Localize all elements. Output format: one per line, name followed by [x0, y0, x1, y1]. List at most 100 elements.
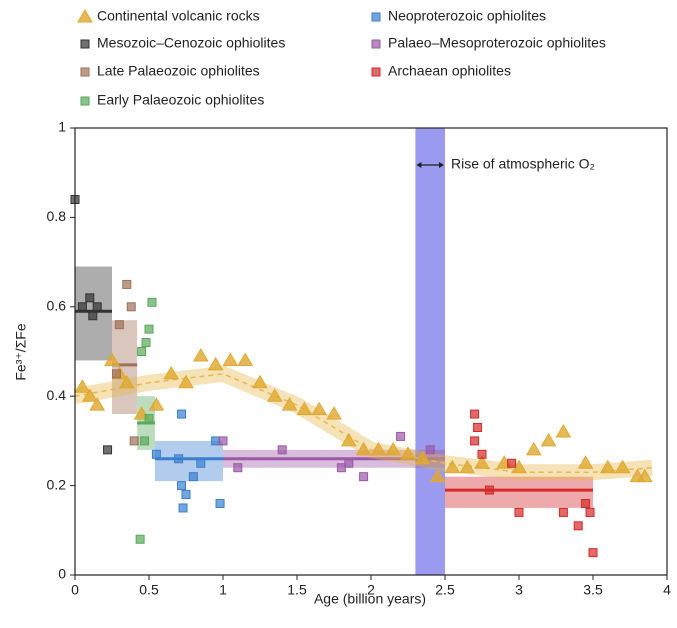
summary-band — [112, 320, 138, 415]
data-point — [296, 401, 313, 416]
legend-marker — [80, 39, 90, 49]
data-point — [92, 302, 102, 312]
x-tick-label: 1.5 — [287, 582, 307, 598]
data-point — [573, 521, 583, 531]
data-point — [74, 379, 91, 393]
data-point — [103, 445, 113, 455]
data-point — [181, 490, 191, 500]
data-point — [85, 293, 95, 303]
x-axis-label: Age (billion years) — [314, 591, 426, 607]
legend-label: Archaean ophiolites — [388, 63, 511, 79]
data-point — [577, 455, 594, 469]
x-tick-label: 2.5 — [435, 582, 455, 598]
data-point — [359, 472, 369, 482]
data-point — [429, 468, 446, 483]
data-point — [77, 302, 87, 312]
data-point — [477, 449, 487, 459]
data-point — [135, 534, 145, 544]
data-point — [507, 458, 517, 468]
data-point — [137, 347, 147, 356]
y-tick-label: 0.4 — [47, 387, 67, 403]
data-point — [281, 397, 298, 411]
legend-marker — [77, 9, 93, 23]
data-point — [525, 441, 542, 456]
data-point — [114, 320, 124, 330]
data-point — [514, 507, 524, 517]
data-point — [484, 485, 494, 495]
y-tick-label: 0.8 — [47, 208, 67, 224]
data-point — [192, 347, 209, 362]
data-point — [215, 498, 225, 508]
data-point — [344, 458, 354, 468]
data-point — [414, 450, 431, 465]
data-point — [311, 401, 328, 416]
data-point — [473, 422, 483, 432]
x-tick-label: 3.5 — [583, 582, 603, 598]
x-tick-label: 3 — [515, 582, 523, 598]
legend-label: Early Palaeozoic ophiolites — [97, 92, 264, 108]
legend-marker — [80, 67, 90, 77]
y-tick-label: 0 — [58, 566, 66, 582]
legend-marker — [371, 67, 381, 77]
legend-marker — [371, 12, 381, 22]
data-point — [122, 279, 132, 289]
data-point — [237, 352, 254, 366]
x-tick-label: 1 — [219, 582, 227, 598]
data-point — [207, 356, 224, 371]
data-point — [144, 324, 154, 334]
legend-label: Neoproterozoic ophiolites — [388, 8, 546, 24]
y-axis-label: Fe³⁺/ΣFe — [13, 323, 29, 380]
data-point — [266, 388, 283, 402]
data-point — [140, 436, 150, 446]
x-tick-label: 2 — [367, 582, 375, 598]
data-point — [540, 432, 557, 447]
annotation: Rise of atmospheric O₂ — [451, 156, 595, 172]
data-point — [558, 507, 568, 517]
data-point — [126, 302, 136, 312]
data-point — [111, 369, 121, 379]
data-point — [336, 463, 346, 473]
legend-marker — [80, 96, 90, 106]
data-point — [252, 374, 268, 389]
data-point — [588, 548, 598, 558]
data-point — [370, 441, 387, 456]
data-point — [470, 409, 480, 419]
data-point — [459, 459, 476, 474]
data-point — [340, 432, 357, 447]
data-point — [178, 503, 188, 513]
y-tick-label: 0.2 — [47, 476, 67, 492]
data-point — [196, 458, 206, 468]
trend-line — [74, 373, 653, 473]
legend-label: Palaeo–Mesoproterozoic ophiolites — [388, 35, 606, 51]
summary-band — [445, 476, 593, 508]
data-point — [177, 481, 187, 491]
data-point — [581, 498, 591, 508]
data-point — [118, 374, 135, 389]
data-point — [470, 436, 480, 446]
x-tick-label: 4 — [663, 582, 671, 598]
legend-label: Late Palaeozoic ophiolites — [97, 63, 260, 79]
data-point — [188, 472, 198, 482]
data-point — [89, 397, 106, 411]
y-tick-label: 1 — [58, 119, 66, 135]
data-point — [355, 441, 372, 456]
x-tick-label: 0.5 — [139, 582, 159, 598]
data-point — [614, 459, 631, 474]
data-point — [81, 388, 98, 402]
data-point — [218, 436, 228, 446]
data-point — [474, 455, 490, 469]
x-tick-label: 0 — [71, 582, 79, 598]
data-point — [326, 406, 342, 420]
data-point — [400, 446, 416, 460]
data-point — [444, 459, 461, 474]
data-point — [104, 352, 120, 366]
highlight-band — [415, 128, 445, 575]
data-point — [178, 374, 194, 389]
data-point — [88, 311, 98, 321]
data-point — [385, 441, 402, 456]
data-point — [396, 431, 406, 441]
data-point — [129, 436, 139, 446]
data-point — [148, 397, 165, 411]
data-point — [277, 445, 287, 455]
